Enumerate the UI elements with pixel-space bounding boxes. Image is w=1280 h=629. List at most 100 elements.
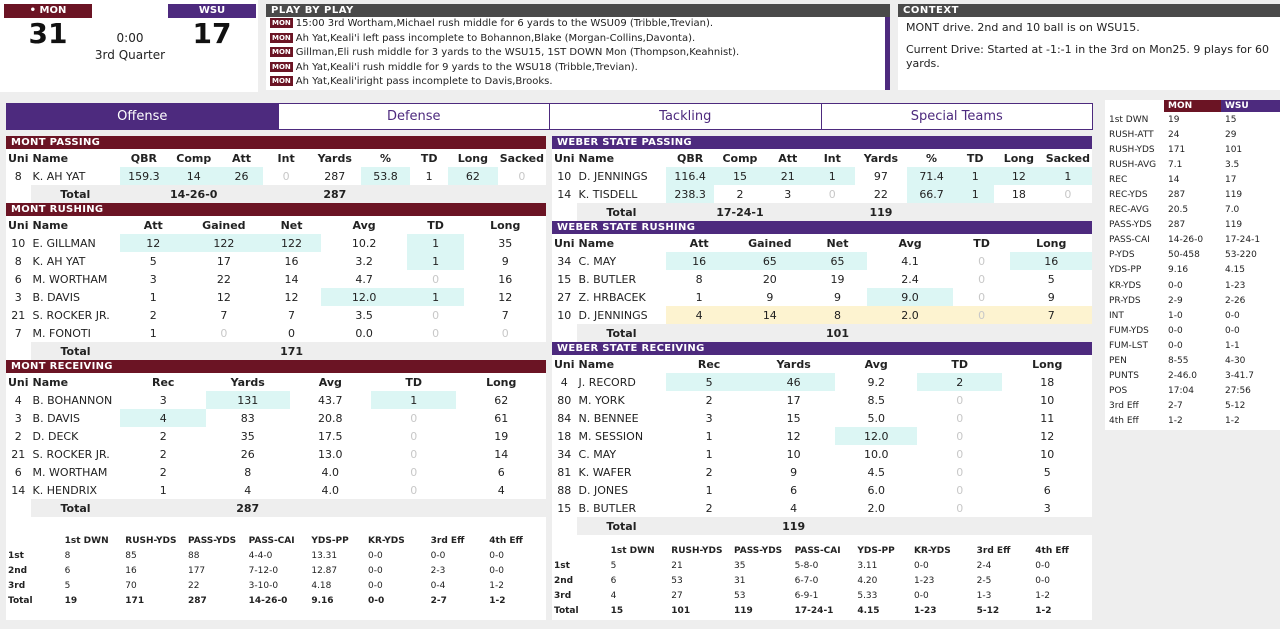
column-header: Name [578,357,615,371]
stat-cell: 6.0 [867,483,885,497]
stat-cell: 35 [240,429,255,443]
summary-cell: 4-4-0 [248,550,273,561]
player-name: K. HENDRIX [32,483,98,497]
stat-cell: 3.5 [355,308,373,322]
total-value: 119 [855,203,907,221]
player-name: D. JENNINGS [578,169,648,183]
summary-cell: 119 [733,605,753,616]
summary-cell: 101 [671,605,691,616]
summary-cell: 14-26-0 [248,595,288,606]
stat-value: 24 [1168,129,1180,140]
summary-cell: 27 [671,590,683,601]
stat-cell: 0 [956,465,964,479]
column-header: Avg [318,375,342,389]
stat-cell: 21 [765,167,810,185]
team-stat-row: PUNTS 2-46.0 3-41.7 [1105,369,1280,384]
player-name: C. MAY [578,254,617,268]
stat-cell: 97 [873,169,888,183]
total-label: Total [30,499,121,517]
summary-cell: 53 [733,590,746,601]
stat-cell: 5 [666,373,752,391]
stat-cell: 6 [1043,483,1051,497]
stat-cell: 2 [159,447,167,461]
stat-label: 1st DWN [1109,114,1149,125]
tab-tackling[interactable]: Tackling [549,104,821,129]
stat-cell: 2 [705,501,713,515]
stat-cell: 3 [14,290,22,304]
stat-cell: 5.0 [867,411,885,425]
column-header: Name [578,236,615,250]
summary-cell: 2-7 [430,595,447,606]
stat-label: PUNTS [1109,371,1139,382]
stat-cell: 12 [216,290,231,304]
stat-value: 3-41.7 [1224,371,1254,382]
total-label: Total [576,517,667,535]
table-row: 2 D. DECK 2 35 17.5 0 19 [6,427,546,445]
stat-cell: 43.7 [318,393,343,407]
stat-cell: 1 [371,391,457,409]
receiving-table: Uni Name Rec Yards Avg TD Long 4 J. RECORD 5 46 9.2… [552,355,1092,535]
player-name: D. DECK [32,429,79,443]
stat-cell: 1 [1043,167,1092,185]
total-row: Total 287 [6,499,546,517]
summary-header: PASS-CAI [248,535,295,546]
player-name: Z. HRBACEK [578,290,646,304]
away-score: 17 [192,17,232,50]
stat-cell: 1 [406,288,465,306]
stat-cell: 65 [731,252,808,270]
stat-cell: 15 [786,411,801,425]
stat-value: 27:56 [1224,386,1251,397]
stat-cell: 8 [695,272,703,286]
tab-offense[interactable]: Offense [7,104,278,129]
column-header: Net [826,236,849,250]
stat-cell: 9 [1047,290,1055,304]
stat-cell: 10.0 [863,447,889,461]
rushing-title: WEBER STATE RUSHING [552,221,1092,234]
stat-cell: 0 [518,169,526,183]
column-header: Long [490,218,521,232]
stat-value: 0-0 [1168,280,1183,291]
scrollbar[interactable] [885,17,890,90]
stat-label: PASS-YDS [1109,220,1152,231]
player-name: B. DAVIS [32,290,80,304]
column-header: % [926,151,938,165]
column-header: Name [32,375,69,389]
column-header: Comp [176,151,212,165]
stat-cell: 12.0 [321,288,407,306]
total-row: Total 17-24-1 119 [552,203,1092,221]
stat-label: PR-YDS [1109,295,1141,306]
stat-value: 8-55 [1168,356,1189,367]
stat-value: 0-0 [1168,340,1183,351]
stat-cell: 9.2 [867,375,885,389]
stat-cell: 11 [1040,411,1055,425]
stat-cell: 0 [978,254,986,268]
table-row: 3 B. DAVIS 1 12 12 12.0 1 12 [6,288,546,306]
table-row: 7 M. FONOTI 1 0 0 0.0 0 0 [6,324,546,342]
stat-cell: 3 [14,411,22,425]
summary-cell: 0-0 [367,580,383,591]
table-row: 80 M. YORK 2 17 8.5 0 10 [552,391,1092,409]
summary-table: 1st DWN RUSH-YDS PASS-YDS PASS-CAI YDS-PP KR-… [6,533,546,608]
stat-cell: 2 [149,308,157,322]
stat-cell: 5 [1043,465,1051,479]
mont-passing-section: MONT PASSING Uni Name QBR Comp Att Int Yards% TD… [6,136,546,203]
game-clock: 0:00 [116,31,144,45]
stat-cell: 21 [11,447,26,461]
stat-cell: 8.5 [867,393,885,407]
summary-cell: 171 [125,595,145,606]
summary-cell: 287 [187,595,207,606]
stat-cell: 2 [14,429,22,443]
summary-cell: 0-0 [1035,560,1050,571]
mont-rushing-section: MONT RUSHING Uni Name Att Gained Net Avg TD Long… [6,203,546,360]
summary-cell: 4 [610,590,617,601]
tab-defense[interactable]: Defense [277,104,550,129]
tab-special-teams[interactable]: Special Teams [820,104,1093,129]
stat-value: 19 [1168,114,1180,125]
column-header: TD [966,151,984,165]
stat-cell: 2.0 [867,306,953,324]
stat-cell: 10 [557,308,572,322]
column-header: TD [973,236,990,250]
stat-value: 287 [1168,220,1186,231]
player-name: C. MAY [578,447,617,461]
summary-cell: 4.20 [857,575,878,586]
